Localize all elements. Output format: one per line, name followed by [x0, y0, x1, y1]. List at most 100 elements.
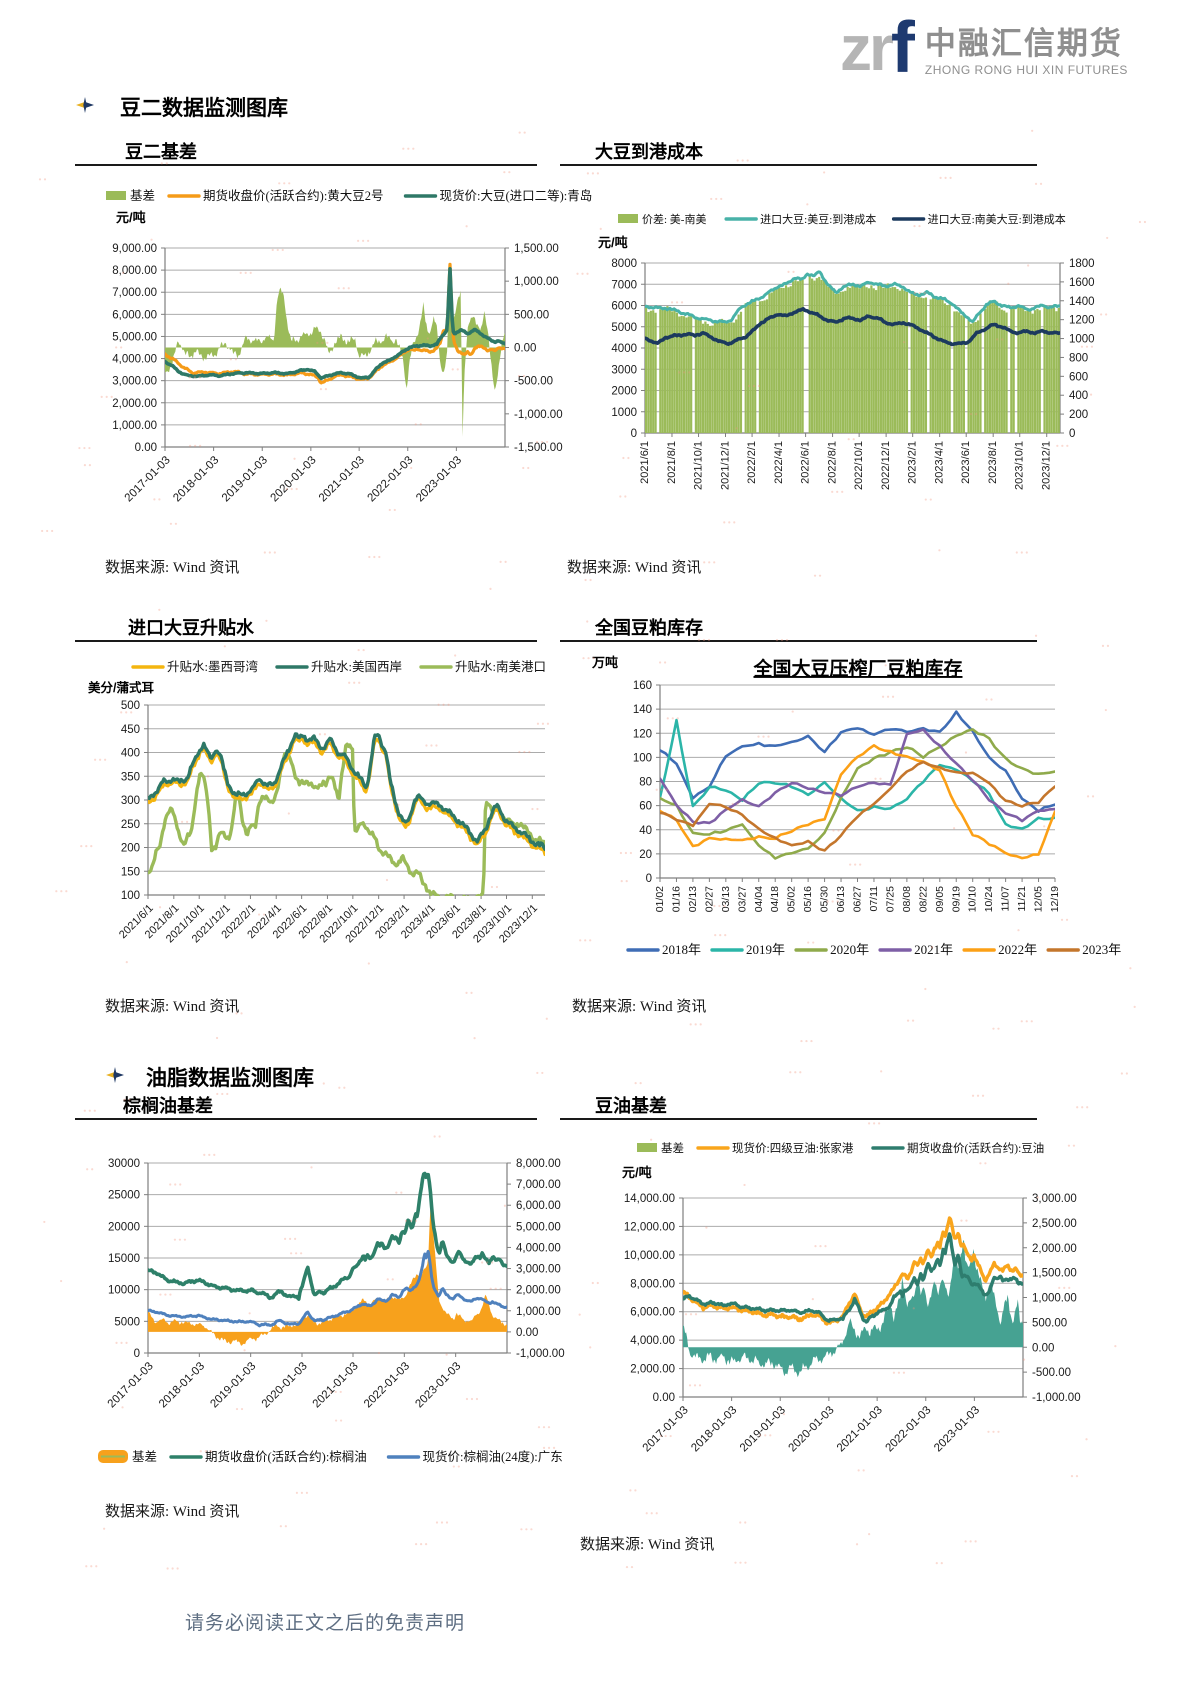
svg-text:2023/6/1: 2023/6/1: [960, 441, 972, 484]
svg-text:2,500.00: 2,500.00: [1032, 1218, 1077, 1230]
svg-text:7,000.00: 7,000.00: [112, 287, 157, 299]
svg-text:800: 800: [1069, 352, 1088, 364]
svg-text:2022/4/1: 2022/4/1: [773, 441, 785, 484]
svg-text:7000: 7000: [611, 279, 637, 291]
svg-text:基差: 基差: [132, 1450, 157, 1464]
svg-text:2018-01-03: 2018-01-03: [171, 454, 221, 504]
svg-text:150: 150: [121, 866, 140, 878]
svg-text:8000: 8000: [611, 258, 637, 270]
svg-text:2021/6/1: 2021/6/1: [639, 441, 651, 484]
svg-text:30000: 30000: [108, 1158, 140, 1170]
svg-text:2023年: 2023年: [1082, 942, 1121, 957]
svg-text:09/19: 09/19: [950, 886, 962, 912]
svg-text:2023/10/1: 2023/10/1: [1014, 441, 1026, 490]
svg-text:升贴水:墨西哥湾: 升贴水:墨西哥湾: [167, 659, 258, 674]
svg-text:元/吨: 元/吨: [116, 210, 146, 225]
section-bullet-icon: [76, 97, 94, 113]
svg-text:0: 0: [1069, 428, 1075, 440]
svg-text:2023-01-03: 2023-01-03: [413, 1360, 463, 1410]
svg-text:08/08: 08/08: [901, 886, 913, 912]
svg-text:01/02: 01/02: [654, 886, 666, 912]
svg-text:万吨: 万吨: [591, 655, 618, 670]
svg-text:12/19: 12/19: [1049, 886, 1061, 912]
svg-text:2019年: 2019年: [746, 942, 785, 957]
svg-text:80: 80: [639, 777, 652, 789]
svg-text:2020-01-03: 2020-01-03: [260, 1360, 310, 1410]
svg-text:7,000.00: 7,000.00: [516, 1179, 561, 1191]
svg-text:2022-01-03: 2022-01-03: [883, 1404, 933, 1454]
svg-text:基差: 基差: [130, 189, 155, 203]
svg-text:2021/10/1: 2021/10/1: [693, 441, 705, 490]
svg-text:2019-01-03: 2019-01-03: [208, 1360, 258, 1410]
svg-text:2022/6/1: 2022/6/1: [800, 441, 812, 484]
svg-text:11/21: 11/21: [1016, 886, 1028, 912]
section-title-oils: 油脂数据监测图库: [146, 1066, 314, 1090]
logo-mark-f: f: [890, 8, 915, 88]
svg-text:2022/12/1: 2022/12/1: [880, 441, 892, 490]
svg-text:升贴水:南美港口: 升贴水:南美港口: [455, 659, 546, 674]
svg-text:02/13: 02/13: [687, 886, 699, 912]
svg-text:0.00: 0.00: [1032, 1342, 1054, 1354]
svg-text:600: 600: [1069, 371, 1088, 383]
svg-text:1200: 1200: [1069, 315, 1095, 327]
svg-text:60: 60: [639, 801, 652, 813]
svg-text:3,000.00: 3,000.00: [1032, 1193, 1077, 1205]
svg-text:25000: 25000: [108, 1190, 140, 1202]
svg-text:2,000.00: 2,000.00: [516, 1285, 561, 1297]
svg-text:6,000.00: 6,000.00: [630, 1307, 675, 1319]
chart-soybean-oil-basis: 0.00 2,000.00 4,000.00 6,000.00 8,000.00 10,0…: [622, 1141, 1081, 1454]
svg-text:09/05: 09/05: [934, 886, 946, 912]
svg-text:10/10: 10/10: [967, 886, 979, 912]
svg-text:2022年: 2022年: [998, 942, 1037, 957]
svg-text:0.00: 0.00: [514, 343, 536, 355]
svg-text:500.00: 500.00: [1032, 1317, 1067, 1329]
svg-text:500.00: 500.00: [514, 309, 549, 321]
svg-text:6,000.00: 6,000.00: [516, 1200, 561, 1212]
chart-dou2-basis: 0.00 1,000.00 2,000.00 3,000.00 4,000.00 5,00…: [106, 188, 592, 504]
svg-text:-1,000.00: -1,000.00: [1032, 1392, 1081, 1404]
section-title-dou2: 豆二数据监测图库: [120, 96, 288, 120]
svg-text:1,500.00: 1,500.00: [514, 243, 559, 255]
svg-text:进口大豆:南美大豆:到港成本: 进口大豆:南美大豆:到港成本: [928, 212, 1066, 226]
svg-text:5,000.00: 5,000.00: [516, 1221, 561, 1233]
svg-text:2017-01-03: 2017-01-03: [641, 1404, 691, 1454]
chart-title-dou2-basis: 豆二基差: [125, 142, 197, 162]
svg-text:12,000.00: 12,000.00: [624, 1221, 675, 1233]
svg-text:40: 40: [639, 825, 652, 837]
svg-text:2023/2/1: 2023/2/1: [907, 441, 919, 484]
svg-text:-500.00: -500.00: [514, 376, 553, 388]
divider: [75, 1118, 537, 1120]
svg-text:2018-01-03: 2018-01-03: [157, 1360, 207, 1410]
svg-text:2000: 2000: [611, 386, 637, 398]
svg-text:1,000.00: 1,000.00: [112, 420, 157, 432]
source-note: 数据来源: Wind 资讯: [105, 999, 240, 1015]
svg-text:4,000.00: 4,000.00: [516, 1242, 561, 1254]
svg-text:现货价:四级豆油:张家港: 现货价:四级豆油:张家港: [732, 1141, 854, 1155]
svg-text:2022/2/1: 2022/2/1: [746, 441, 758, 484]
logo-names: 中融汇信期货 ZHONG RONG HUI XIN FUTURES: [925, 20, 1128, 77]
svg-text:2020-01-03: 2020-01-03: [787, 1404, 837, 1454]
svg-text:2,000.00: 2,000.00: [630, 1364, 675, 1376]
svg-text:1000: 1000: [1069, 334, 1095, 346]
source-note: 数据来源: Wind 资讯: [572, 999, 707, 1015]
svg-text:4,000.00: 4,000.00: [630, 1335, 675, 1347]
svg-text:20: 20: [639, 849, 652, 861]
svg-text:进口大豆:美豆:到港成本: 进口大豆:美豆:到港成本: [760, 212, 876, 226]
svg-text:08/22: 08/22: [917, 886, 929, 912]
svg-text:基差: 基差: [661, 1141, 684, 1155]
svg-text:8,000.00: 8,000.00: [516, 1158, 561, 1170]
svg-text:160: 160: [633, 680, 652, 692]
svg-text:3,000.00: 3,000.00: [516, 1264, 561, 1276]
svg-text:6,000.00: 6,000.00: [112, 309, 157, 321]
svg-text:元/吨: 元/吨: [622, 1165, 652, 1180]
svg-text:14,000.00: 14,000.00: [624, 1193, 675, 1205]
svg-text:200: 200: [121, 843, 140, 855]
svg-text:5,000.00: 5,000.00: [112, 331, 157, 343]
svg-text:120: 120: [633, 728, 652, 740]
svg-text:2021年: 2021年: [914, 942, 953, 957]
svg-text:期货收盘价(活跃合约):豆油: 期货收盘价(活跃合约):豆油: [907, 1141, 1044, 1155]
svg-text:1600: 1600: [1069, 277, 1095, 289]
svg-text:140: 140: [633, 704, 652, 716]
svg-text:2022/8/1: 2022/8/1: [827, 441, 839, 484]
